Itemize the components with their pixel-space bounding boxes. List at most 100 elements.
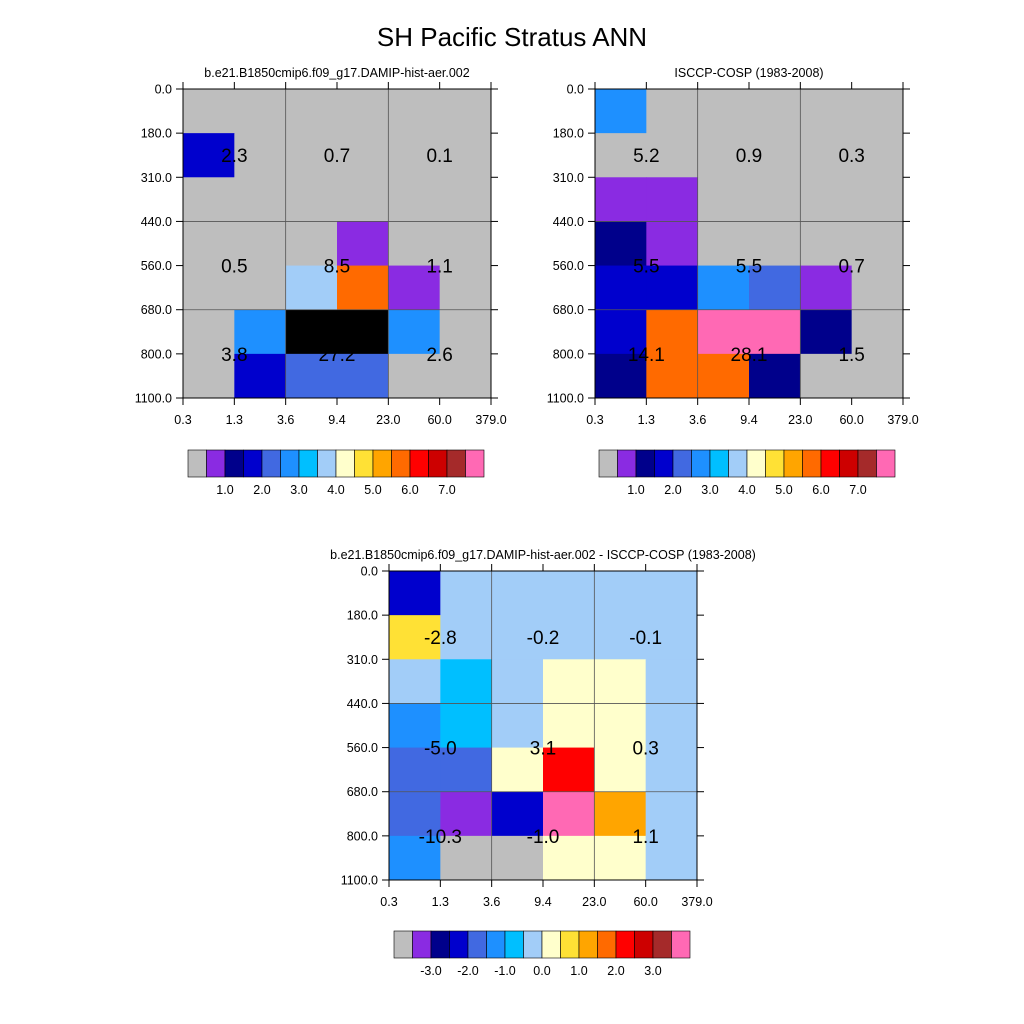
heatmap-cell	[645, 835, 698, 881]
heatmap-cell	[749, 309, 801, 355]
y-tick-label: 0.0	[567, 83, 584, 97]
colorbar-label: 0.0	[533, 964, 550, 978]
cell-value-label: 0.7	[324, 146, 350, 167]
heatmap-cell	[439, 177, 492, 222]
heatmap-cell	[595, 353, 647, 399]
heatmap-cell	[337, 353, 389, 399]
cell-value-label: 0.3	[838, 146, 864, 167]
y-tick-label: 800.0	[347, 829, 378, 843]
colorbar-swatch	[467, 930, 487, 959]
heatmap-cell	[697, 89, 750, 134]
colorbar-swatch	[412, 930, 432, 959]
heatmap-cell	[491, 747, 544, 793]
heatmap-cell	[595, 221, 647, 267]
heatmap-cell	[234, 177, 287, 222]
x-tick-label: 9.4	[740, 413, 757, 427]
colorbar-swatch	[523, 930, 543, 959]
heatmap-cell	[646, 353, 699, 399]
x-tick-label: 1.3	[638, 413, 655, 427]
heatmap-cell	[440, 791, 493, 837]
colorbar-swatch	[652, 930, 672, 959]
y-tick-label: 560.0	[553, 259, 584, 273]
heatmap-cell	[389, 703, 441, 749]
heatmap-cell	[645, 571, 698, 616]
cell-value-label: 14.1	[628, 345, 665, 366]
heatmap-cell	[439, 133, 492, 178]
colorbar-swatch	[504, 930, 524, 959]
heatmap-cell	[234, 133, 287, 178]
colorbar-swatch	[391, 449, 411, 478]
heatmap-cell	[183, 221, 235, 267]
heatmap-cell	[491, 835, 544, 881]
heatmap-cell	[285, 221, 338, 267]
heatmap-cell	[594, 659, 647, 704]
heatmap-cell	[800, 89, 853, 134]
heatmap-cell	[491, 703, 544, 749]
heatmap-cell	[183, 353, 235, 399]
cell-value-label: 2.3	[221, 146, 247, 167]
cell-value-label: 27.2	[319, 345, 356, 366]
heatmap-cell	[388, 221, 441, 267]
heatmap-cell	[749, 265, 801, 311]
y-tick-label: 1100.0	[547, 392, 584, 406]
heatmap-cell	[337, 265, 389, 311]
cell-value-label: 8.5	[324, 257, 350, 278]
heatmap-cell	[440, 615, 493, 660]
heatmap-cell	[645, 703, 698, 749]
y-tick-label: 440.0	[141, 215, 172, 229]
heatmap-cell	[594, 571, 647, 616]
heatmap-cell	[594, 791, 647, 837]
colorbar-swatch	[857, 449, 877, 478]
heatmap-cell	[337, 133, 389, 178]
heatmap-cell	[645, 615, 698, 660]
cell-value-label: 2.6	[426, 345, 452, 366]
heatmap-cell	[389, 659, 441, 704]
heatmap-cell	[388, 309, 441, 355]
heatmap-cell	[749, 221, 801, 267]
colorbar-swatch	[783, 449, 803, 478]
cell-value-label: -0.1	[629, 628, 662, 649]
heatmap-cell	[697, 177, 750, 222]
heatmap-cell	[440, 835, 493, 881]
cell-value-label: -1.0	[527, 827, 560, 848]
heatmap-cell	[800, 309, 853, 355]
panel-title: b.e21.B1850cmip6.f09_g17.DAMIP-hist-aer.…	[330, 548, 756, 562]
heatmap-cell	[800, 265, 853, 311]
heatmap-cell	[183, 265, 235, 311]
colorbar-swatch	[578, 930, 598, 959]
heatmap-cell	[594, 747, 647, 793]
colorbar-swatch	[243, 449, 263, 478]
heatmap-cell	[595, 265, 647, 311]
heatmap-cell	[234, 309, 287, 355]
y-tick-label: 1100.0	[341, 874, 378, 888]
heatmap-cell	[595, 177, 647, 222]
colorbar-swatch	[335, 449, 355, 478]
heatmap-cell	[645, 747, 698, 793]
heatmap-cell	[389, 747, 441, 793]
x-tick-label: 1.3	[432, 895, 449, 909]
colorbar: 1.0 2.0 3.0 4.0 5.0 6.0 7.0	[187, 449, 485, 497]
heatmap-cell	[440, 747, 493, 793]
heatmap-cell	[183, 309, 235, 355]
heatmap-cell	[183, 177, 235, 222]
heatmap-panel-1: b.e21.B1850cmip6.f09_g17.DAMIP-hist-aer.…	[135, 66, 507, 497]
heatmap-cell	[851, 353, 904, 399]
heatmap-cell	[697, 265, 750, 311]
colorbar-swatch	[430, 930, 450, 959]
heatmap-cell	[440, 659, 493, 704]
x-tick-label: 60.0	[839, 413, 863, 427]
colorbar-swatch	[317, 449, 337, 478]
colorbar-swatch	[187, 449, 207, 478]
cell-value-label: -5.0	[424, 739, 457, 760]
colorbar-swatch	[465, 449, 485, 478]
colorbar-label: 2.0	[253, 483, 270, 497]
cell-value-label: 0.9	[736, 146, 762, 167]
heatmap-cell	[337, 221, 389, 267]
heatmap-cell	[851, 133, 904, 178]
x-tick-label: 60.0	[633, 895, 657, 909]
heatmap-cell	[439, 221, 492, 267]
cell-value-label: 5.2	[633, 146, 659, 167]
heatmap-cell	[439, 353, 492, 399]
heatmap-cell	[646, 89, 699, 134]
